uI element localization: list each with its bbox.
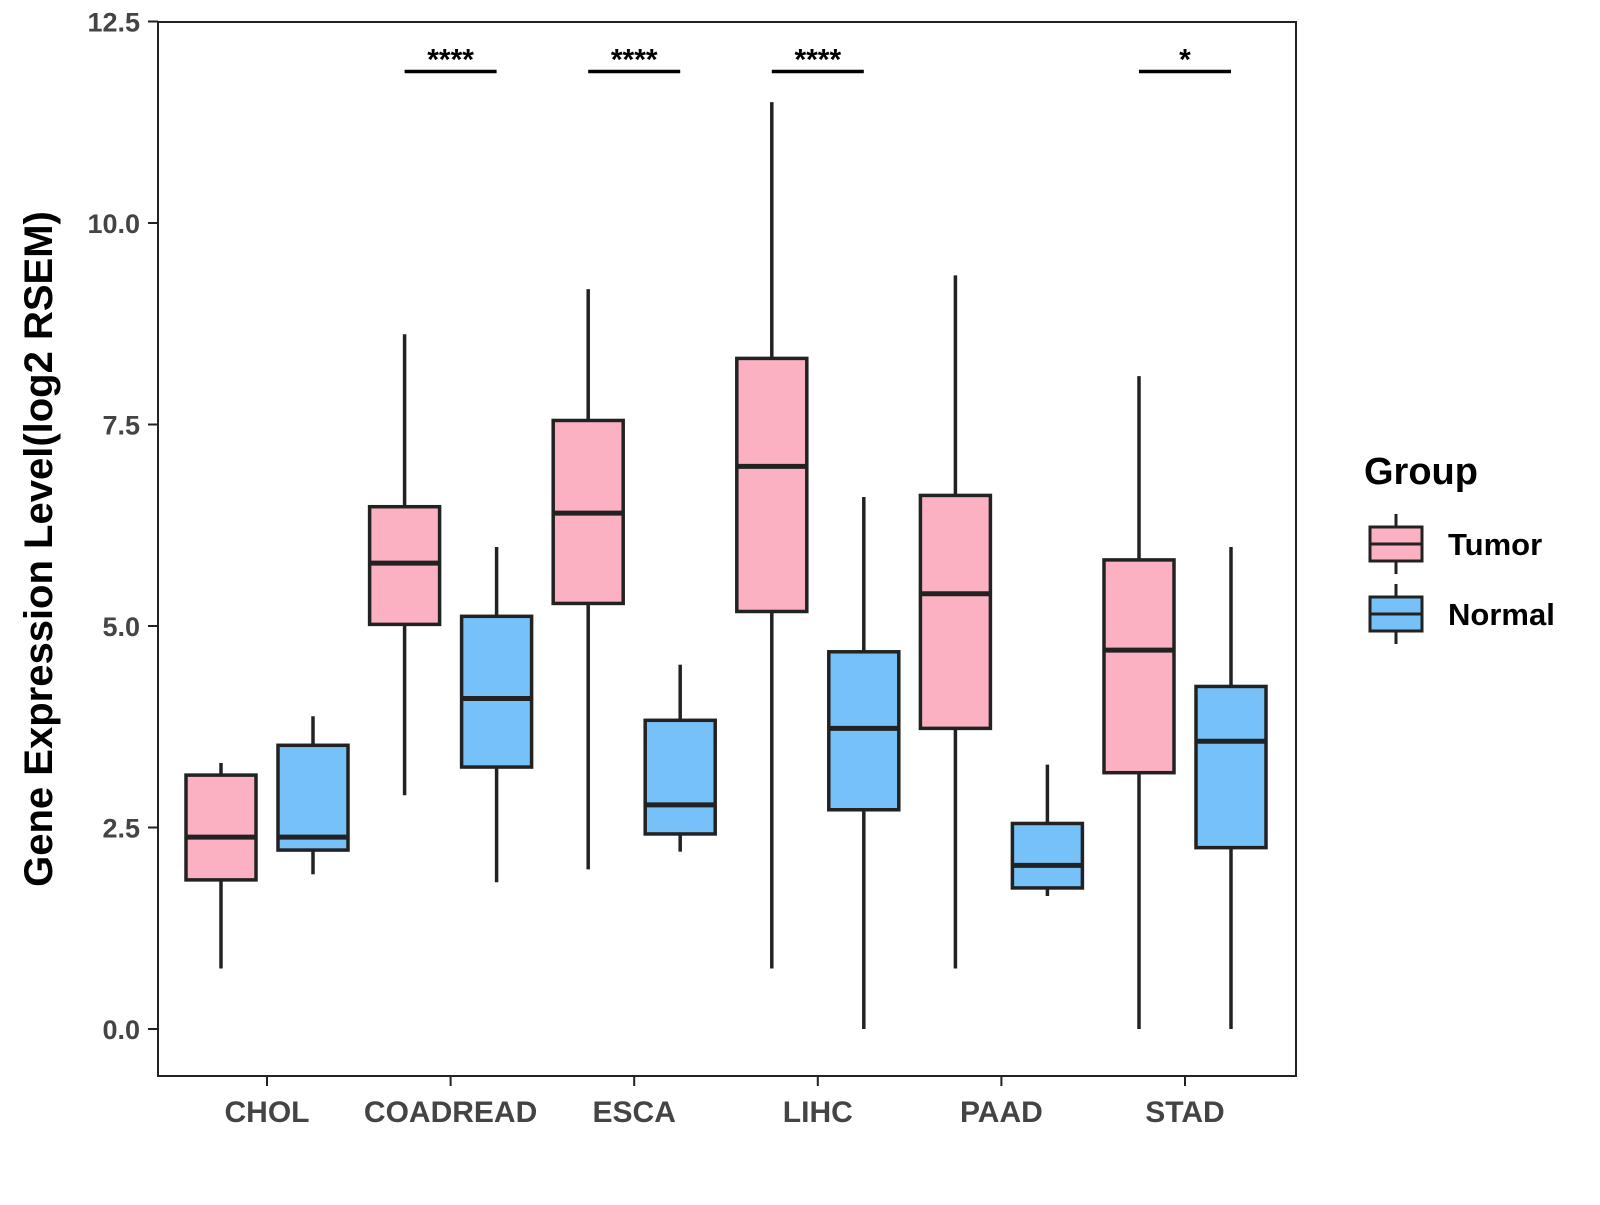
box-iqr [276, 743, 350, 852]
x-tick-label: PAAD [960, 1096, 1043, 1129]
x-tick-label: COADREAD [364, 1096, 537, 1129]
box-tumor-lihc [735, 102, 809, 969]
y-axis-title: Gene Expression Level(log2 RSEM) [17, 211, 61, 887]
box-tumor-chol [184, 763, 258, 969]
significance-label: * [1179, 43, 1191, 76]
box-normal-esca [643, 664, 717, 852]
significance-label: **** [427, 43, 474, 76]
box-normal-chol [276, 716, 350, 875]
box-iqr [735, 356, 809, 614]
y-tick-label: 7.5 [102, 411, 140, 441]
legend-entry-normal: Normal [1368, 584, 1555, 644]
legend-entry-tumor: Tumor [1368, 514, 1542, 574]
x-tick-label: ESCA [593, 1096, 676, 1129]
y-tick-label: 12.5 [87, 8, 140, 38]
box-tumor-esca [551, 289, 625, 870]
legend-label: Normal [1448, 597, 1555, 632]
box-iqr [1010, 821, 1085, 890]
box-tumor-paad [918, 275, 993, 969]
box-normal-paad [1010, 764, 1085, 897]
box-normal-lihc [827, 497, 901, 1029]
x-tick-label: STAD [1145, 1096, 1224, 1129]
box-iqr [1194, 684, 1268, 850]
x-tick-label: CHOL [225, 1096, 310, 1129]
box-iqr [459, 614, 534, 769]
box-tumor-stad [1102, 376, 1176, 1029]
box-tumor-coadread [367, 334, 442, 796]
box-normal-coadread [459, 547, 534, 883]
x-tick-label: LIHC [783, 1096, 853, 1129]
y-tick-label: 0.0 [102, 1015, 140, 1045]
legend-label: Tumor [1448, 527, 1542, 562]
y-tick-label: 5.0 [102, 612, 140, 642]
box-iqr [184, 773, 258, 882]
y-tick-label: 10.0 [87, 209, 140, 239]
legend-title: Group [1364, 451, 1478, 493]
box-iqr [918, 493, 993, 731]
plot-panel-border [157, 21, 1297, 1077]
box-normal-stad [1194, 547, 1268, 1029]
box-iqr [643, 718, 717, 836]
significance-label: **** [794, 43, 841, 76]
box-iqr [1102, 558, 1176, 775]
y-tick-label: 2.5 [102, 814, 140, 844]
significance-label: **** [611, 43, 658, 76]
legend: Group Tumor Normal [1364, 451, 1555, 644]
